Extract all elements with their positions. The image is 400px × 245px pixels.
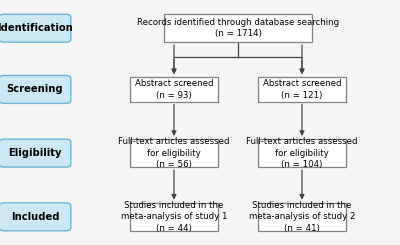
FancyBboxPatch shape — [0, 203, 71, 231]
Text: Abstract screened
(n = 93): Abstract screened (n = 93) — [135, 79, 213, 100]
FancyBboxPatch shape — [0, 14, 71, 42]
Bar — [258, 139, 346, 167]
Text: Studies included in the
meta-analysis of study 2
(n = 41): Studies included in the meta-analysis of… — [249, 201, 355, 233]
Bar — [164, 14, 312, 42]
Text: Screening: Screening — [7, 85, 63, 94]
FancyBboxPatch shape — [0, 75, 71, 103]
Text: Eligibility: Eligibility — [8, 148, 62, 158]
Text: Included: Included — [11, 212, 59, 222]
Text: Full-text articles assessed
for eligibility
(n = 56): Full-text articles assessed for eligibil… — [118, 137, 230, 169]
Bar — [258, 77, 346, 102]
Text: Records identified through database searching
(n = 1714): Records identified through database sear… — [137, 18, 339, 38]
Bar — [130, 77, 218, 102]
Bar — [130, 203, 218, 231]
Text: Abstract screened
(n = 121): Abstract screened (n = 121) — [263, 79, 341, 100]
Bar — [130, 139, 218, 167]
Text: Identification: Identification — [0, 23, 73, 33]
Text: Studies included in the
meta-analysis of study 1
(n = 44): Studies included in the meta-analysis of… — [121, 201, 227, 233]
Text: Full-text articles assessed
for eligibility
(n = 104): Full-text articles assessed for eligibil… — [246, 137, 358, 169]
FancyBboxPatch shape — [0, 139, 71, 167]
Bar — [258, 203, 346, 231]
